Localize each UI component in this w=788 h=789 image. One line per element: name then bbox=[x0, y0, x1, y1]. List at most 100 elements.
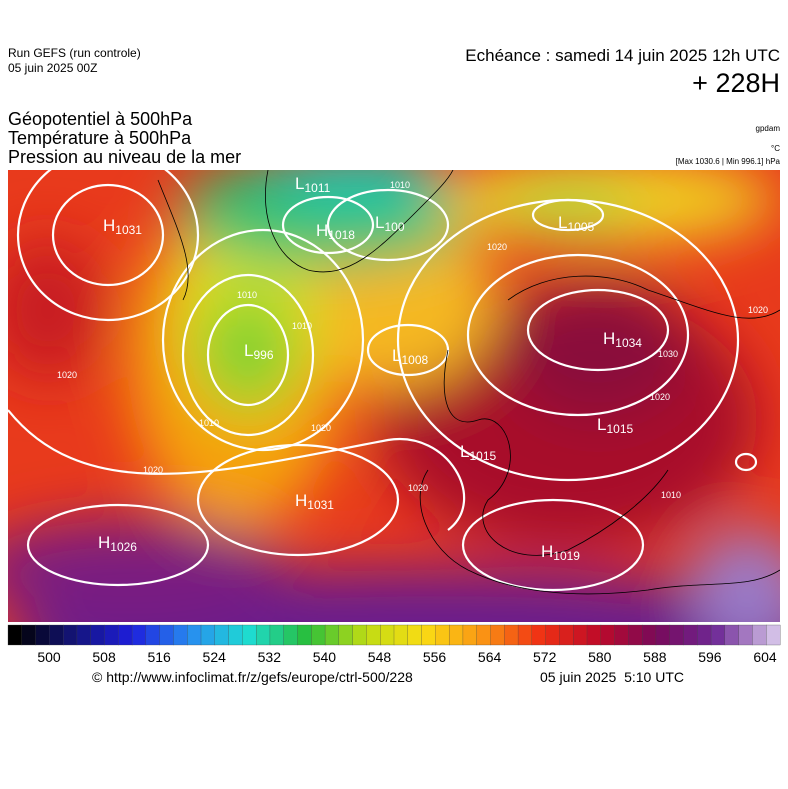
pressure-letter: L bbox=[597, 415, 606, 434]
lead-time: + 228H bbox=[692, 68, 780, 98]
color-swatch bbox=[297, 624, 312, 646]
footer-url: © http://www.infoclimat.fr/z/gefs/europe… bbox=[92, 669, 413, 685]
color-swatch bbox=[187, 624, 202, 646]
pressure-letter: L bbox=[244, 341, 253, 360]
isobar-label: 1010 bbox=[292, 321, 312, 331]
color-swatch bbox=[710, 624, 726, 646]
pressure-center: L1015 bbox=[460, 442, 496, 463]
color-swatch bbox=[200, 624, 216, 646]
pressure-letter: H bbox=[103, 216, 115, 235]
pressure-center: L996 bbox=[244, 341, 274, 362]
pressure-value: 1026 bbox=[110, 540, 137, 554]
pressure-letter: L bbox=[558, 213, 567, 232]
pressure-center: L1011 bbox=[295, 174, 331, 195]
pressure-letter: L bbox=[460, 442, 469, 461]
color-swatch bbox=[393, 624, 409, 646]
color-swatch bbox=[724, 624, 740, 646]
color-swatch bbox=[407, 624, 423, 646]
colorbar-label: 532 bbox=[258, 649, 282, 665]
pressure-letter: H bbox=[541, 542, 553, 561]
pressure-value: 1034 bbox=[615, 336, 642, 350]
color-swatch bbox=[517, 624, 533, 646]
color-swatch bbox=[573, 624, 588, 646]
pressure-letter: H bbox=[316, 221, 328, 240]
pressure-center: H1031 bbox=[103, 216, 142, 237]
isobar-label: 1010 bbox=[390, 180, 410, 190]
pressure-center: H1034 bbox=[603, 329, 642, 350]
colorbar-label: 588 bbox=[643, 649, 667, 665]
color-swatch bbox=[766, 624, 781, 646]
pressure-center: L1008 bbox=[392, 346, 428, 367]
color-swatch bbox=[76, 624, 92, 646]
pressure-center: L1005 bbox=[558, 213, 594, 234]
colorbar-label: 604 bbox=[753, 649, 777, 665]
color-swatch bbox=[49, 624, 64, 646]
coastlines bbox=[157, 170, 780, 595]
color-swatch bbox=[352, 624, 367, 646]
run: Run GEFS (run controle) bbox=[8, 46, 141, 60]
field: Température à 500hPa bbox=[8, 128, 192, 148]
pressure-center: H1031 bbox=[295, 491, 334, 512]
color-swatch bbox=[641, 624, 657, 646]
pressure-letter: L bbox=[392, 346, 401, 365]
isobar-label: 1020 bbox=[487, 242, 507, 252]
color-swatch bbox=[131, 624, 147, 646]
color-swatch bbox=[614, 624, 629, 646]
pressure-value: 996 bbox=[253, 348, 273, 362]
color-swatch bbox=[559, 624, 574, 646]
pressure-value: 1015 bbox=[606, 422, 633, 436]
color-swatch bbox=[324, 624, 340, 646]
isobar-label: 1020 bbox=[650, 392, 670, 402]
color-swatch bbox=[35, 624, 50, 646]
color-swatch bbox=[586, 624, 602, 646]
colorbar-label: 524 bbox=[203, 649, 227, 665]
color-swatch bbox=[752, 624, 767, 646]
unit: gpdam bbox=[755, 124, 780, 133]
color-swatch bbox=[504, 624, 519, 646]
pressure-letter: H bbox=[295, 491, 307, 510]
color-swatch bbox=[462, 624, 478, 646]
isobar-label: 1020 bbox=[57, 370, 77, 380]
pressure-value: 100 bbox=[384, 220, 404, 234]
pressure-center: L100 bbox=[375, 213, 405, 234]
isobar-label: 1030 bbox=[658, 349, 678, 359]
pressure-center: H1018 bbox=[316, 221, 355, 242]
pressure-letter: L bbox=[375, 213, 384, 232]
color-swatch bbox=[545, 624, 560, 646]
color-swatch bbox=[380, 624, 395, 646]
color-swatch bbox=[21, 624, 37, 646]
color-swatch bbox=[366, 624, 381, 646]
color-swatch bbox=[255, 624, 271, 646]
colorbar-label: 548 bbox=[368, 649, 392, 665]
footer-time: 05 juin 2025 5:10 UTC bbox=[540, 669, 684, 685]
pressure-value: 1018 bbox=[328, 228, 355, 242]
pressure-value: 1015 bbox=[469, 449, 496, 463]
color-swatch bbox=[283, 624, 298, 646]
color-swatch bbox=[214, 624, 230, 646]
isobar-label: 1020 bbox=[408, 483, 428, 493]
colorbar-label: 500 bbox=[37, 649, 61, 665]
color-swatch bbox=[421, 624, 436, 646]
colorbar-label: 572 bbox=[533, 649, 557, 665]
pressure-center: L1015 bbox=[597, 415, 633, 436]
color-swatch bbox=[173, 624, 188, 646]
colorbar-label: 556 bbox=[423, 649, 447, 665]
colorbar-label: 516 bbox=[147, 649, 171, 665]
pressure-letter: L bbox=[295, 174, 304, 193]
color-swatch bbox=[104, 624, 119, 646]
color-swatch bbox=[62, 624, 78, 646]
color-swatch bbox=[448, 624, 464, 646]
isobar-label: 1010 bbox=[199, 418, 219, 428]
isobar-label: 1020 bbox=[748, 305, 768, 315]
isobar-label: 1010 bbox=[237, 290, 257, 300]
color-swatch bbox=[145, 624, 161, 646]
pressure-value: 1011 bbox=[304, 181, 330, 195]
colorbar-label: 508 bbox=[92, 649, 116, 665]
isobar-label: 1010 bbox=[661, 490, 681, 500]
colorbar-label: 596 bbox=[698, 649, 722, 665]
unit: °C bbox=[771, 144, 780, 153]
color-swatch bbox=[90, 624, 105, 646]
color-swatch bbox=[669, 624, 684, 646]
